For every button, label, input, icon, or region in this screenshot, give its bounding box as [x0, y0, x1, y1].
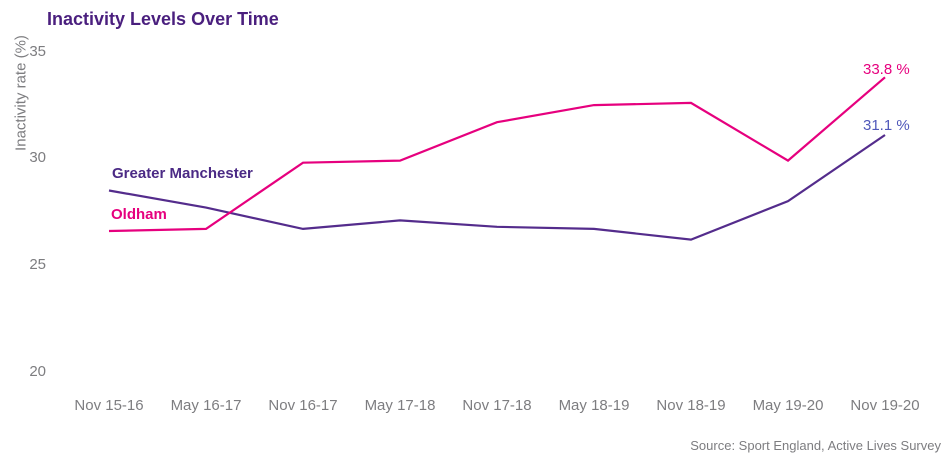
x-tick-label: May 17-18 — [364, 397, 436, 414]
x-tick-label: May 16-17 — [170, 397, 242, 414]
y-tick-label: 35 — [29, 42, 46, 60]
y-tick-label: 25 — [29, 256, 46, 274]
source-note: Source: Sport England, Active Lives Surv… — [690, 438, 941, 453]
x-tick-label: May 19-20 — [752, 397, 824, 414]
series-label-oldham: Oldham — [111, 206, 167, 223]
x-tick-label: Nov 17-18 — [462, 397, 532, 414]
chart-title: Inactivity Levels Over Time — [47, 9, 279, 29]
series-label-greater-manchester: Greater Manchester — [112, 165, 253, 182]
x-tick-label: May 18-19 — [558, 397, 630, 414]
end-value-label-oldham: 33.8 % — [863, 61, 910, 78]
series-line-oldham — [108, 76, 886, 233]
y-tick-label: 30 — [29, 149, 46, 167]
end-value-label-greater-manchester: 31.1 % — [863, 117, 910, 134]
x-tick-label: Nov 15-16 — [74, 397, 144, 414]
x-tick-label: Nov 16-17 — [268, 397, 338, 414]
x-tick-label: Nov 19-20 — [850, 397, 920, 414]
x-tick-label: Nov 18-19 — [656, 397, 726, 414]
series-line-greater-manchester — [108, 134, 886, 241]
y-tick-label: 20 — [29, 362, 46, 380]
